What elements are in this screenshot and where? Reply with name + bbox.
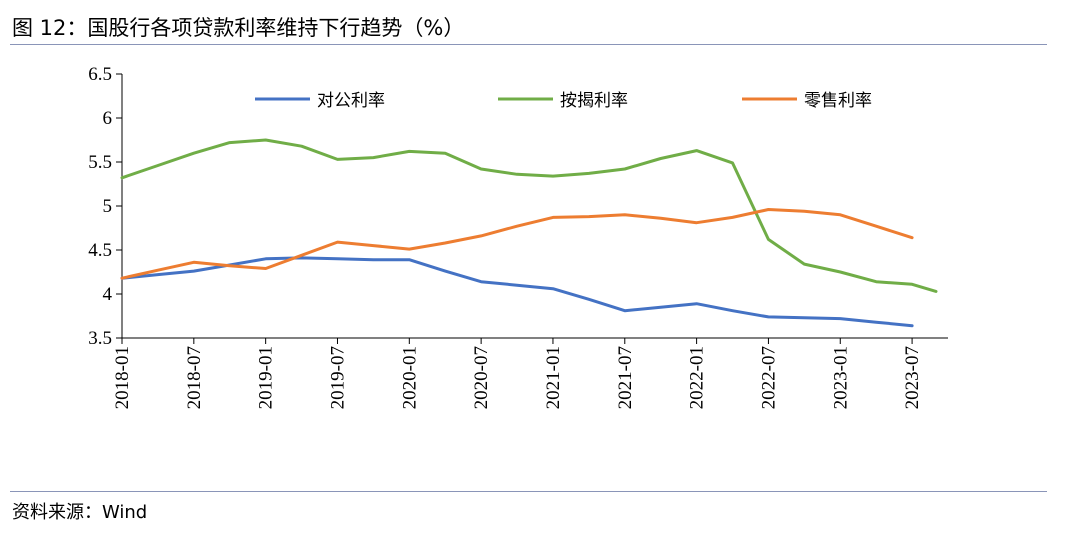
x-tick-label: 2022-01: [687, 346, 708, 409]
page-title: 图 12：国股行各项贷款利率维持下行趋势（%）: [12, 16, 465, 40]
x-tick-labels: 2018-01 2018-07 2019-01 2019-07 2020-01 2020-…: [112, 346, 923, 409]
chart-legend: 对公利率 按揭利率 零售利率: [255, 91, 872, 111]
title-divider: [10, 44, 1047, 45]
y-tick-label: 4.5: [88, 240, 112, 261]
legend-label-2: 按揭利率: [560, 91, 628, 111]
chart-axes: [116, 73, 948, 344]
source-note: 资料来源：Wind: [12, 502, 148, 523]
x-tick-label: 2020-01: [399, 346, 420, 409]
x-tick-label: 2023-01: [830, 346, 851, 409]
series-line-1: [120, 256, 914, 328]
legend-label-3: 零售利率: [804, 91, 872, 111]
x-tick-label: 2021-01: [543, 346, 564, 409]
x-tick-label: 2021-07: [615, 346, 636, 409]
x-tick-label: 2018-07: [184, 346, 205, 409]
x-tick-label: 2022-07: [758, 346, 779, 409]
source-divider: [10, 491, 1047, 492]
series-lines: [120, 138, 938, 328]
y-tick-labels: 6.5 6 5.5 5 4.5 4 3.5: [88, 64, 112, 349]
y-tick-label: 6.5: [88, 64, 112, 85]
series-line-2: [120, 138, 938, 293]
y-tick-label: 5.5: [88, 152, 112, 173]
y-tick-label: 5: [103, 196, 113, 217]
x-tick-label: 2023-07: [902, 346, 923, 409]
x-tick-label: 2019-07: [327, 346, 348, 409]
y-tick-label: 3.5: [88, 328, 112, 349]
x-tick-label: 2018-01: [112, 346, 133, 409]
series-line-3: [120, 208, 914, 280]
x-tick-label: 2020-07: [471, 346, 492, 409]
x-tick-label: 2019-01: [256, 346, 277, 409]
y-tick-label: 6: [103, 108, 113, 129]
legend-label-1: 对公利率: [317, 91, 385, 111]
y-tick-label: 4: [103, 284, 113, 305]
